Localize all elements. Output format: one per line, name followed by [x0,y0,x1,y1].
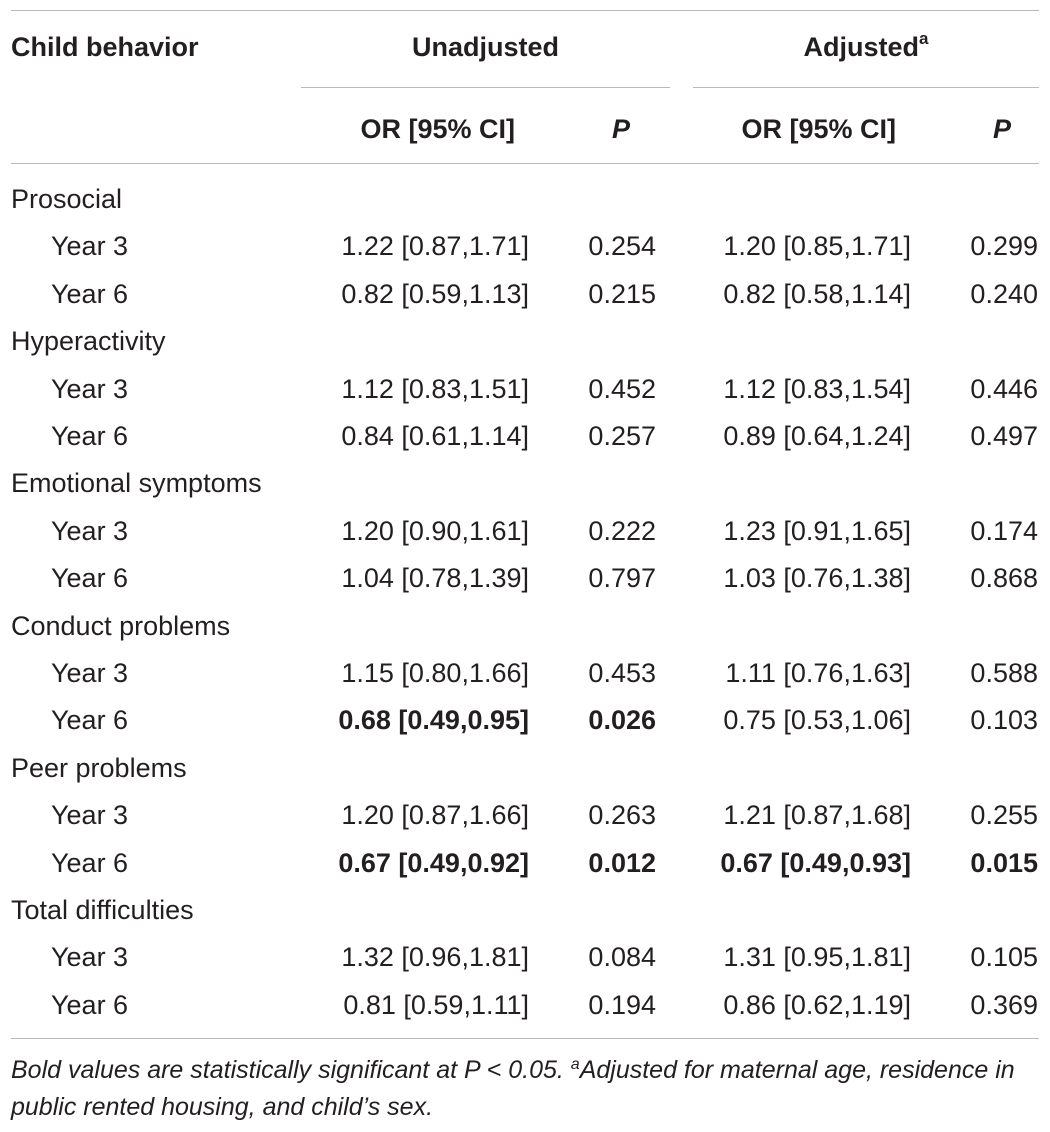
table-footnote: Bold values are statistically significan… [11,1052,1041,1126]
header-p-unadjusted: P [611,114,630,144]
p-unadjusted: 0.194 [588,990,656,1020]
p-unadjusted: 0.453 [588,658,656,688]
p-unadjusted: 0.084 [588,942,656,972]
or-adjusted: 1.23 [0.91,1.65] [723,516,911,546]
or-unadjusted: 0.81 [0.59,1.11] [343,990,529,1020]
header-or-adjusted: OR [95% CI] [741,114,896,144]
row-label: Year 6 [51,563,129,593]
p-unadjusted: 0.222 [588,516,656,546]
p-adjusted: 0.446 [970,374,1038,404]
p-unadjusted: 0.026 [588,705,656,735]
header-adjusted-label: Adjusted [803,32,920,62]
or-unadjusted: 0.67 [0.49,0.92] [338,848,529,878]
section-label: Emotional symptoms [11,468,262,498]
table-bottom-rule [11,1038,1039,1039]
header-adjusted-sup: a [919,29,929,48]
row-label: Year 3 [51,800,129,830]
or-adjusted: 0.82 [0.58,1.14] [723,279,911,309]
section-label: Conduct problems [11,611,231,641]
or-adjusted: 0.67 [0.49,0.93] [720,848,911,878]
footnote-significance: Bold values are statistically significan… [11,1056,571,1084]
p-adjusted: 0.497 [970,421,1038,451]
p-adjusted: 0.103 [970,705,1038,735]
header-bottom-rule [11,163,1039,164]
p-adjusted: 0.255 [970,800,1038,830]
p-adjusted: 0.369 [970,990,1038,1020]
header-unadjusted: Unadjusted [411,32,559,62]
or-unadjusted: 1.22 [0.87,1.71] [341,231,529,261]
or-unadjusted: 1.20 [0.90,1.61] [341,516,529,546]
p-unadjusted: 0.254 [588,231,656,261]
or-adjusted: 1.31 [0.95,1.81] [723,942,911,972]
or-unadjusted: 1.12 [0.83,1.51] [341,374,529,404]
row-label: Year 6 [51,705,129,735]
section-label: Peer problems [11,753,187,783]
p-adjusted: 0.174 [970,516,1038,546]
p-unadjusted: 0.215 [588,279,656,309]
or-unadjusted: 1.04 [0.78,1.39] [341,563,529,593]
p-adjusted: 0.240 [970,279,1038,309]
or-adjusted: 1.20 [0.85,1.71] [723,231,911,261]
or-unadjusted: 0.82 [0.59,1.13] [341,279,529,309]
row-label: Year 3 [51,658,129,688]
row-label: Year 3 [51,516,129,546]
row-label: Year 6 [51,279,129,309]
p-unadjusted: 0.797 [588,563,656,593]
footnote-sup: a [570,1056,580,1073]
p-adjusted: 0.588 [970,658,1038,688]
p-adjusted: 0.015 [970,848,1038,878]
or-unadjusted: 1.15 [0.80,1.66] [341,658,529,688]
header-p-adjusted: P [992,114,1011,144]
section-label: Prosocial [11,184,123,214]
row-label: Year 6 [51,990,129,1020]
footnote-adjustment: Adjusted for maternal age, residence in … [11,1056,1015,1121]
p-unadjusted: 0.012 [588,848,656,878]
row-label: Year 6 [51,421,129,451]
section-label: Total difficulties [11,895,194,925]
row-label: Year 3 [51,374,129,404]
top-rule [11,10,1039,11]
adjusted-group-rule [693,87,1039,88]
unadjusted-group-rule [301,87,670,88]
row-label: Year 6 [51,848,129,878]
p-unadjusted: 0.263 [588,800,656,830]
row-label: Year 3 [51,231,129,261]
header-adjusted: Adjusteda [693,30,1039,62]
or-adjusted: 1.12 [0.83,1.54] [723,374,911,404]
row-label: Year 3 [51,942,129,972]
or-adjusted: 1.21 [0.87,1.68] [723,800,911,830]
p-adjusted: 0.868 [970,563,1038,593]
or-adjusted: 0.86 [0.62,1.19] [723,990,911,1020]
or-adjusted: 0.89 [0.64,1.24] [723,421,911,451]
p-unadjusted: 0.257 [588,421,656,451]
or-unadjusted: 1.32 [0.96,1.81] [341,942,529,972]
or-adjusted: 1.11 [0.76,1.63] [725,658,911,688]
or-unadjusted: 0.68 [0.49,0.95] [338,705,529,735]
section-label: Hyperactivity [11,326,166,356]
p-unadjusted: 0.452 [588,374,656,404]
or-adjusted: 1.03 [0.76,1.38] [723,563,911,593]
header-or-unadjusted: OR [95% CI] [360,114,515,144]
p-adjusted: 0.299 [970,231,1038,261]
or-unadjusted: 1.20 [0.87,1.66] [341,800,529,830]
header-child-behavior: Child behavior [11,32,199,62]
p-adjusted: 0.105 [970,942,1038,972]
or-adjusted: 0.75 [0.53,1.06] [723,705,911,735]
or-unadjusted: 0.84 [0.61,1.14] [341,421,529,451]
